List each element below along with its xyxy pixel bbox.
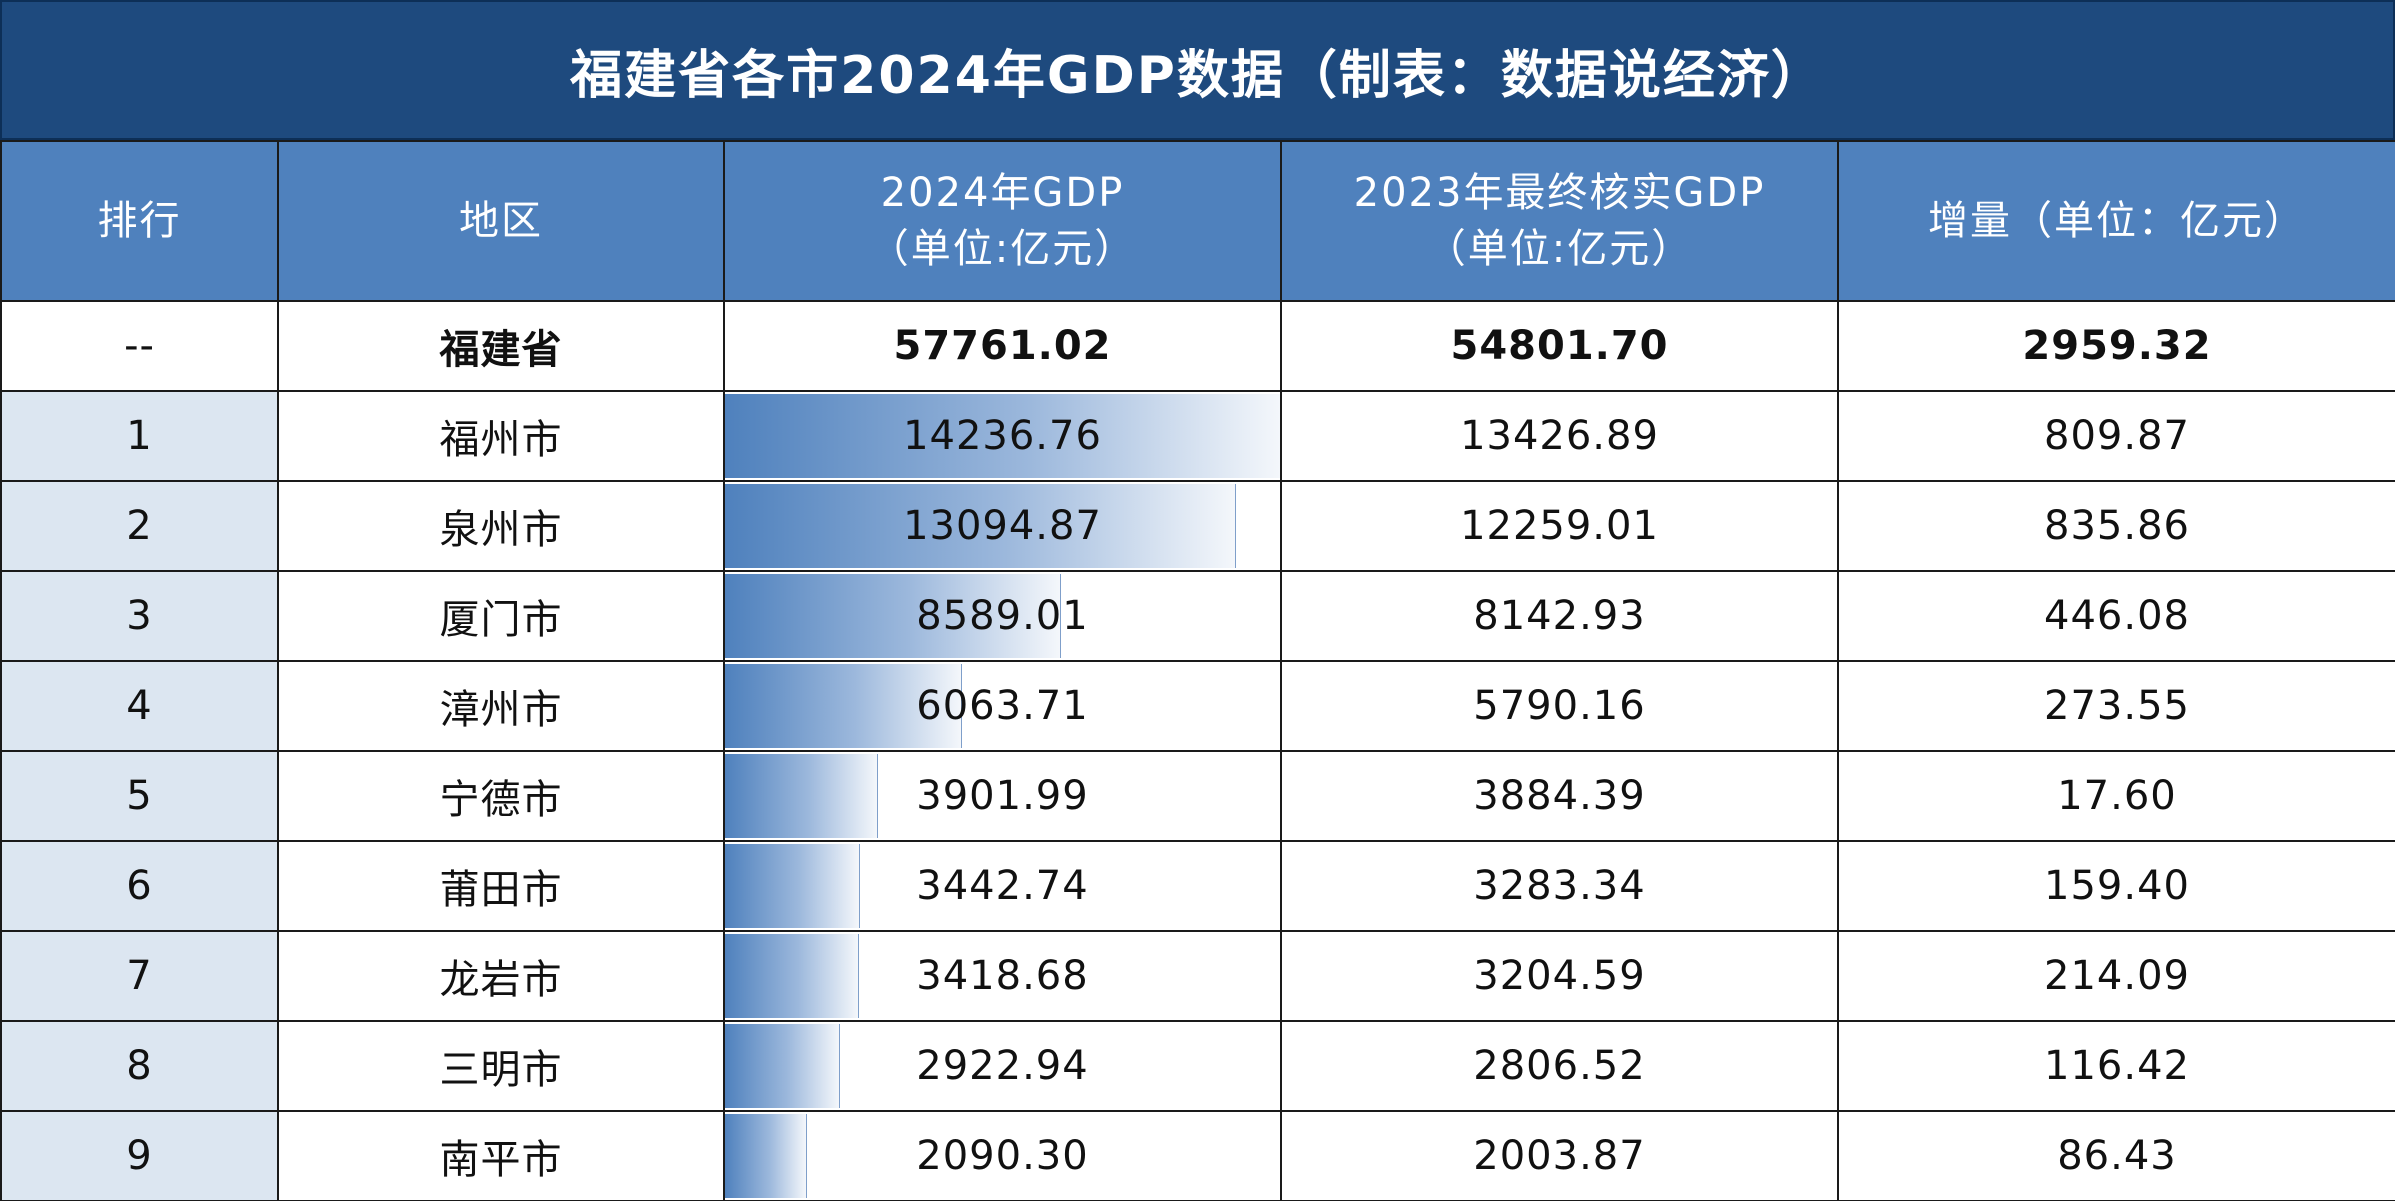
rank-cell: 8 [0, 1020, 279, 1112]
rank-cell: 3 [0, 570, 279, 662]
header-gdp2024-title: 2024年GDP [880, 170, 1125, 216]
rank-cell: 2 [0, 480, 279, 572]
gdp2024-cell: 13094.87 [723, 480, 1282, 572]
summary-gdp2023: 54801.70 [1280, 300, 1839, 392]
header-rank: 排行 [0, 140, 279, 302]
table-row: 1 福州市 14236.76 13426.89 809.87 [0, 390, 2395, 482]
header-region: 地区 [277, 140, 725, 302]
gdp2024-cell: 6063.71 [723, 660, 1282, 752]
region-cell: 厦门市 [277, 570, 725, 662]
table-row: 6 莆田市 3442.74 3283.34 159.40 [0, 840, 2395, 932]
table-row: 8 三明市 2922.94 2806.52 116.42 [0, 1020, 2395, 1112]
gdp-data-bar [726, 664, 963, 748]
increase-cell: 159.40 [1837, 840, 2395, 932]
title-bar: 福建省各市2024年GDP数据（制表：数据说经济） [0, 0, 2395, 140]
gdp2024-value: 2090.30 [916, 1133, 1089, 1179]
gdp-data-bar [726, 1024, 840, 1108]
gdp-table: 排行 地区 2024年GDP （单位:亿元） 2023年最终核实GDP （单位:… [0, 140, 2395, 1201]
gdp2024-cell: 3442.74 [723, 840, 1282, 932]
table-title: 福建省各市2024年GDP数据（制表：数据说经济） [570, 45, 1825, 106]
increase-cell: 86.43 [1837, 1110, 2395, 1201]
gdp2024-cell: 14236.76 [723, 390, 1282, 482]
gdp2023-cell: 2003.87 [1280, 1110, 1839, 1201]
table-row: 5 宁德市 3901.99 3884.39 17.60 [0, 750, 2395, 842]
summary-gdp2024: 57761.02 [723, 300, 1282, 392]
gdp2024-value: 3442.74 [916, 863, 1089, 909]
rank-cell: 5 [0, 750, 279, 842]
rank-cell: 4 [0, 660, 279, 752]
gdp2024-value: 6063.71 [916, 683, 1089, 729]
rank-cell: 7 [0, 930, 279, 1022]
increase-cell: 116.42 [1837, 1020, 2395, 1112]
region-cell: 南平市 [277, 1110, 725, 1201]
rank-cell: 6 [0, 840, 279, 932]
table-row: 3 厦门市 8589.01 8142.93 446.08 [0, 570, 2395, 662]
gdp2024-value: 8589.01 [916, 593, 1089, 639]
header-gdp2024: 2024年GDP （单位:亿元） [723, 140, 1282, 302]
gdp2024-cell: 3901.99 [723, 750, 1282, 842]
region-cell: 龙岩市 [277, 930, 725, 1022]
summary-row: -- 福建省 57761.02 54801.70 2959.32 [0, 300, 2395, 392]
gdp2024-cell: 8589.01 [723, 570, 1282, 662]
region-cell: 泉州市 [277, 480, 725, 572]
summary-region: 福建省 [277, 300, 725, 392]
gdp2023-cell: 3204.59 [1280, 930, 1839, 1022]
table-body: -- 福建省 57761.02 54801.70 2959.32 1 福州市 142… [0, 300, 2395, 1201]
increase-cell: 835.86 [1837, 480, 2395, 572]
gdp-data-bar [726, 484, 1237, 568]
gdp-data-bar [726, 394, 1279, 478]
gdp-data-bar [726, 844, 861, 928]
gdp2023-cell: 13426.89 [1280, 390, 1839, 482]
gdp2024-cell: 3418.68 [723, 930, 1282, 1022]
region-cell: 莆田市 [277, 840, 725, 932]
table-row: 4 漳州市 6063.71 5790.16 273.55 [0, 660, 2395, 752]
table-row: 7 龙岩市 3418.68 3204.59 214.09 [0, 930, 2395, 1022]
gdp-data-bar [726, 934, 860, 1018]
gdp2023-cell: 12259.01 [1280, 480, 1839, 572]
header-gdp2024-unit: （单位:亿元） [868, 226, 1137, 272]
gdp2023-cell: 5790.16 [1280, 660, 1839, 752]
gdp-data-bar [726, 1114, 808, 1198]
header-gdp2023-title: 2023年最终核实GDP [1353, 170, 1766, 216]
increase-cell: 446.08 [1837, 570, 2395, 662]
region-cell: 三明市 [277, 1020, 725, 1112]
gdp2024-value: 3901.99 [916, 773, 1089, 819]
rank-cell: 9 [0, 1110, 279, 1201]
increase-cell: 273.55 [1837, 660, 2395, 752]
region-cell: 漳州市 [277, 660, 725, 752]
summary-rank: -- [0, 300, 279, 392]
table-row: 2 泉州市 13094.87 12259.01 835.86 [0, 480, 2395, 572]
rank-cell: 1 [0, 390, 279, 482]
gdp2023-cell: 2806.52 [1280, 1020, 1839, 1112]
gdp2023-cell: 3283.34 [1280, 840, 1839, 932]
summary-increase: 2959.32 [1837, 300, 2395, 392]
gdp2024-cell: 2922.94 [723, 1020, 1282, 1112]
gdp2024-value: 14236.76 [903, 413, 1102, 459]
header-row: 排行 地区 2024年GDP （单位:亿元） 2023年最终核实GDP （单位:… [0, 140, 2395, 302]
region-cell: 福州市 [277, 390, 725, 482]
header-increase: 增量（单位：亿元） [1837, 140, 2395, 302]
increase-cell: 809.87 [1837, 390, 2395, 482]
gdp-data-bar [726, 574, 1061, 658]
gdp2024-value: 2922.94 [916, 1043, 1089, 1089]
increase-cell: 214.09 [1837, 930, 2395, 1022]
header-gdp2023: 2023年最终核实GDP （单位:亿元） [1280, 140, 1839, 302]
header-gdp2023-unit: （单位:亿元） [1425, 226, 1694, 272]
gdp2024-value: 13094.87 [903, 503, 1102, 549]
gdp2024-value: 3418.68 [916, 953, 1089, 999]
gdp2023-cell: 8142.93 [1280, 570, 1839, 662]
increase-cell: 17.60 [1837, 750, 2395, 842]
gdp-data-bar [726, 754, 879, 838]
region-cell: 宁德市 [277, 750, 725, 842]
table-row: 9 南平市 2090.30 2003.87 86.43 [0, 1110, 2395, 1201]
gdp2023-cell: 3884.39 [1280, 750, 1839, 842]
gdp2024-cell: 2090.30 [723, 1110, 1282, 1201]
